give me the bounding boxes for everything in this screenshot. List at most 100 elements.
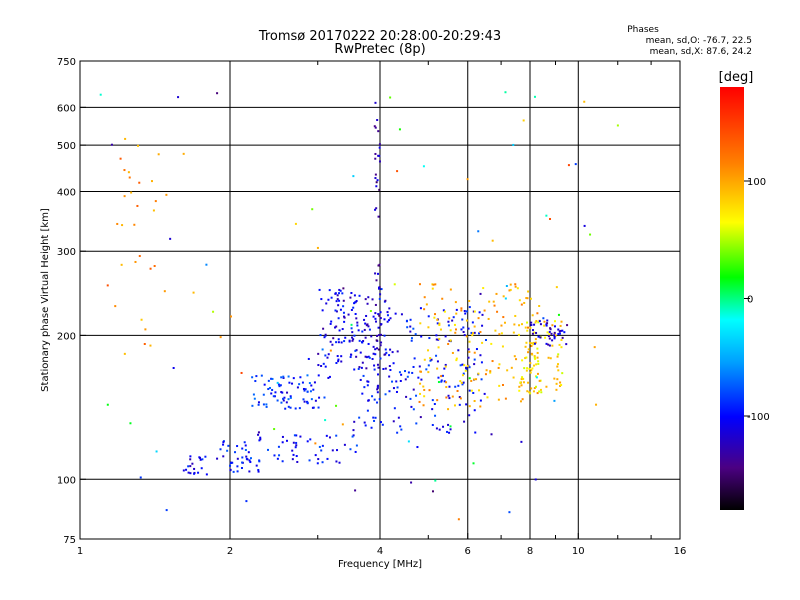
data-point [374,152,377,155]
data-point [106,403,109,406]
data-point [468,377,471,380]
data-point [106,284,109,287]
data-point [322,327,325,330]
data-point [317,458,320,461]
data-point [466,364,469,367]
data-point [468,350,471,353]
data-point [589,233,592,236]
data-point [532,390,535,393]
data-point [321,444,324,447]
data-point [377,366,380,369]
data-point [294,222,297,225]
data-point [376,119,379,122]
data-point [110,143,113,146]
data-point [445,386,448,389]
data-point [553,399,556,402]
data-point [479,330,482,333]
data-point [524,345,527,348]
data-point [337,358,340,361]
data-point [437,381,440,384]
data-point [317,406,320,409]
data-point [342,287,345,290]
data-point [157,153,160,156]
data-point [529,362,532,365]
data-point [458,403,461,406]
data-point [440,379,443,382]
data-point [336,449,339,452]
data-point [317,374,320,377]
data-point [273,428,276,431]
data-point [306,440,309,443]
data-point [259,436,262,439]
data-point [454,301,457,304]
data-point [378,143,381,146]
data-point [312,406,315,409]
data-point [439,328,442,331]
data-point [393,407,396,410]
data-point [514,314,517,317]
data-point [547,356,550,359]
data-point [324,354,327,357]
data-point [409,397,412,400]
data-point [409,330,412,333]
data-point [229,464,232,467]
data-point [336,294,339,297]
data-point [378,160,381,163]
data-point [506,369,509,372]
data-point [303,389,306,392]
y-axis-label: Stationary phase Virtual Height [km] [40,208,51,392]
data-point [325,434,328,437]
data-point [473,409,476,412]
data-point [438,428,441,431]
data-point [285,401,288,404]
data-point [310,398,313,401]
data-point [335,310,338,313]
data-point [342,315,345,318]
data-point [374,101,377,104]
data-point [244,448,247,451]
data-point [456,389,459,392]
data-point [455,359,458,362]
data-point [415,422,418,425]
data-point [359,351,362,354]
data-point [371,298,374,301]
data-point [291,458,294,461]
data-point [549,327,552,330]
data-point [335,341,338,344]
data-point [314,442,317,445]
data-point [282,376,285,379]
data-point [270,392,273,395]
data-point [350,292,353,295]
data-point [212,310,215,313]
data-point [546,322,549,325]
data-point [154,200,157,203]
data-point [352,429,355,432]
data-point [140,318,143,321]
data-point [281,391,284,394]
data-point [521,359,524,362]
data-point [247,451,250,454]
data-point [481,313,484,316]
data-point [376,373,379,376]
data-point [306,401,309,404]
data-point [461,363,464,366]
data-point [227,444,230,447]
y-tick-label: 500 [57,141,76,152]
data-point [449,288,452,291]
data-point [446,430,449,433]
data-point [241,456,244,459]
data-point [123,169,126,172]
data-point [451,395,454,398]
data-point [411,371,414,374]
data-point [468,414,471,417]
data-point [616,124,619,127]
data-point [459,397,462,400]
data-point [529,297,532,300]
data-point [340,341,343,344]
data-point [370,335,373,338]
data-point [437,346,440,349]
data-point [395,390,398,393]
data-point [295,455,298,458]
data-point [554,334,557,337]
data-point [295,444,298,447]
